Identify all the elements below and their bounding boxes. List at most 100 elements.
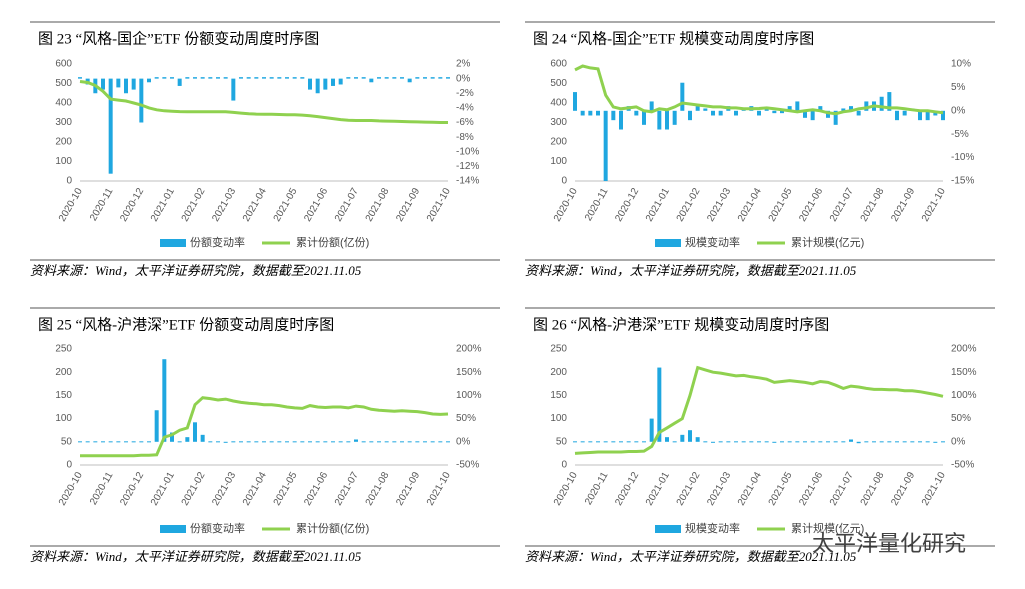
x-tick-label: 2021-08 xyxy=(859,186,887,224)
bar xyxy=(262,77,266,79)
bar xyxy=(338,78,343,85)
x-tick-label: 2021-05 xyxy=(767,186,795,224)
bar xyxy=(392,77,397,79)
bar xyxy=(787,441,792,443)
bar xyxy=(354,439,358,442)
bar xyxy=(246,441,251,443)
x-tick-label: 2020-10 xyxy=(57,186,85,224)
bar xyxy=(657,367,662,442)
bar xyxy=(711,441,715,443)
y2-tick-label: -50% xyxy=(456,460,479,471)
x-tick-label: 2021-02 xyxy=(675,186,703,224)
bar xyxy=(757,110,761,116)
bar xyxy=(292,77,297,79)
bar xyxy=(580,441,585,443)
bar xyxy=(147,441,151,443)
bar xyxy=(665,110,669,130)
bar xyxy=(85,441,90,443)
bar xyxy=(925,110,930,121)
x-tick-label: 2021-10 xyxy=(920,186,948,224)
bar xyxy=(718,110,723,116)
y-tick-label: 50 xyxy=(556,436,568,447)
bar xyxy=(864,101,869,111)
bar xyxy=(703,441,708,443)
bar xyxy=(810,110,815,121)
bar xyxy=(856,110,861,116)
y2-tick-label: -10% xyxy=(951,152,974,163)
y2-tick-label: 150% xyxy=(951,367,977,378)
bar xyxy=(177,78,182,86)
y-tick-label: 300 xyxy=(550,117,567,128)
x-tick-label: 2021-09 xyxy=(889,186,917,224)
x-tick-label: 2021-04 xyxy=(241,470,269,508)
y-tick-label: 100 xyxy=(550,413,567,424)
bar xyxy=(377,77,381,79)
bar xyxy=(131,78,136,90)
y2-tick-label: -4% xyxy=(456,103,474,114)
bar xyxy=(331,78,335,86)
y2-tick-label: -14% xyxy=(456,176,479,187)
y-tick-label: 200 xyxy=(550,367,567,378)
x-tick-label: 2021-09 xyxy=(394,186,422,224)
bar xyxy=(101,78,105,90)
legend-swatch xyxy=(655,239,681,247)
bar xyxy=(108,78,113,174)
y2-tick-label: 100% xyxy=(456,390,482,401)
bar xyxy=(580,110,585,116)
bar xyxy=(423,77,427,79)
bar xyxy=(147,78,151,83)
y2-tick-label: 0% xyxy=(951,105,966,116)
bar xyxy=(902,110,907,116)
watermark: 太平洋量化研究 xyxy=(812,531,966,556)
y2-tick-label: 0% xyxy=(456,436,471,447)
x-tick-label: 2021-07 xyxy=(333,470,361,508)
bar xyxy=(672,110,677,125)
line xyxy=(574,365,944,455)
bar xyxy=(369,78,374,83)
bar xyxy=(672,441,677,443)
x-tick-label: 2020-10 xyxy=(552,186,580,224)
x-tick-label: 2021-06 xyxy=(302,470,330,508)
bar xyxy=(285,441,289,443)
y-tick-label: 0 xyxy=(561,176,567,187)
bar xyxy=(231,78,236,101)
x-tick-label: 2021-07 xyxy=(828,470,856,508)
bar xyxy=(810,441,815,443)
y-tick-label: 100 xyxy=(55,156,72,167)
x-tick-label: 2021-01 xyxy=(149,470,177,508)
x-tick-label: 2021-01 xyxy=(644,470,672,508)
bar xyxy=(400,441,404,443)
bar xyxy=(803,110,807,118)
x-tick-label: 2021-02 xyxy=(180,186,208,224)
bar xyxy=(223,77,228,79)
bar xyxy=(718,441,723,443)
bar xyxy=(703,108,708,111)
bar xyxy=(941,110,945,121)
bar xyxy=(849,439,853,442)
bar xyxy=(764,441,769,443)
bar xyxy=(941,441,945,443)
bar xyxy=(918,110,922,121)
legend-swatch xyxy=(160,239,186,247)
bar xyxy=(841,441,846,443)
bar xyxy=(254,77,259,79)
x-tick-label: 2020-12 xyxy=(613,186,641,224)
bar xyxy=(695,437,700,442)
y2-tick-label: 50% xyxy=(951,413,971,424)
y-tick-label: 0 xyxy=(561,460,567,471)
bar xyxy=(642,110,646,125)
y2-tick-label: 100% xyxy=(951,390,977,401)
bar xyxy=(573,92,577,111)
y-tick-label: 100 xyxy=(550,156,567,167)
x-tick-label: 2021-03 xyxy=(210,470,238,508)
bar xyxy=(734,110,738,116)
bar xyxy=(315,78,320,94)
legend-swatch xyxy=(160,525,186,533)
bar xyxy=(323,441,328,443)
bar xyxy=(78,441,82,443)
bar xyxy=(818,106,823,111)
bar xyxy=(361,441,366,443)
legend-label: 累计规模(亿元) xyxy=(791,521,864,535)
bar xyxy=(154,77,159,79)
x-tick-label: 2021-01 xyxy=(644,186,672,224)
